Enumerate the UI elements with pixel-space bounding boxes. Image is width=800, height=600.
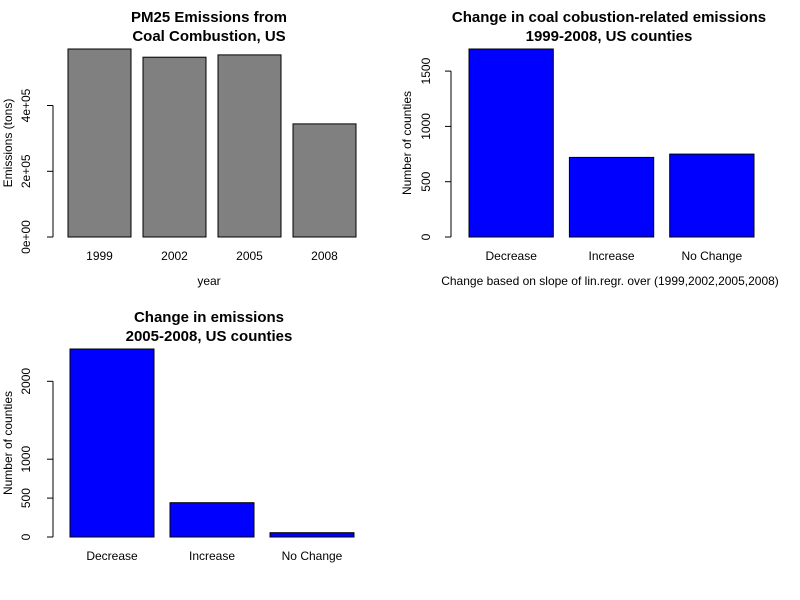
y-tick-label: 0 [19, 533, 33, 540]
y-tick-label: 2000 [19, 368, 33, 395]
y-tick-label: 0 [419, 233, 433, 240]
y-axis-label: Emissions (tons) [1, 99, 15, 188]
chart-title-line-2: 2005-2008, US counties [126, 328, 293, 345]
bar-2002 [142, 56, 207, 238]
bar-increase [169, 502, 255, 538]
x-tick-label: 2002 [161, 249, 188, 263]
x-tick-label: Decrease [86, 549, 138, 563]
x-tick-label: Decrease [486, 249, 538, 263]
chart-title-line-1: Change in emissions [134, 309, 284, 326]
county-change-1999-2008-chart: Change in coal cobustion-related emissio… [400, 9, 779, 288]
x-tick-label: Increase [189, 549, 235, 563]
x-tick-label: No Change [282, 549, 343, 563]
x-tick-label: 1999 [86, 249, 113, 263]
y-tick-label: 2e+05 [19, 154, 33, 188]
y-axis: 0 500 1000 2000 [19, 368, 54, 540]
y-axis-label: Number of counties [1, 391, 15, 495]
bars [69, 348, 355, 538]
y-tick-label: 0e+00 [19, 220, 33, 254]
x-tick-labels: 1999 2002 2005 2008 [86, 249, 338, 263]
bar-1999 [67, 48, 132, 238]
chart-title-line-1: Change in coal cobustion-related emissio… [452, 9, 766, 26]
emissions-by-year-chart: PM25 Emissions from Coal Combustion, US … [1, 9, 357, 288]
x-tick-labels: Decrease Increase No Change [86, 549, 342, 563]
x-tick-labels: Decrease Increase No Change [486, 249, 743, 263]
y-axis: 0e+00 2e+05 4e+05 [19, 88, 54, 254]
bar-increase [568, 156, 655, 238]
bar-2008 [292, 123, 357, 238]
bar-2005 [217, 54, 282, 238]
x-axis-label: Change based on slope of lin.regr. over … [441, 274, 779, 288]
chart-title-line-1: PM25 Emissions from [131, 9, 287, 26]
bars [468, 48, 755, 238]
y-tick-label: 1500 [419, 57, 433, 84]
x-axis-label: year [197, 274, 220, 288]
county-change-2005-2008-chart: Change in emissions 2005-2008, US counti… [1, 309, 355, 563]
chart-title-line-2: 1999-2008, US counties [526, 28, 693, 45]
y-tick-label: 4e+05 [19, 88, 33, 122]
y-tick-label: 500 [19, 488, 33, 508]
bars [67, 48, 357, 238]
x-tick-label: No Change [681, 249, 742, 263]
bar-decrease [69, 348, 155, 538]
chart-title-line-2: Coal Combustion, US [132, 28, 285, 45]
y-tick-label: 500 [419, 171, 433, 191]
bar-no-change [269, 532, 355, 538]
y-axis: 0 500 1000 1500 [419, 57, 452, 240]
x-tick-label: 2005 [236, 249, 263, 263]
y-axis-label: Number of counties [400, 91, 414, 195]
x-tick-label: Increase [588, 249, 634, 263]
y-tick-label: 1000 [19, 446, 33, 473]
bar-no-change [669, 153, 755, 238]
y-tick-label: 1000 [419, 113, 433, 140]
x-tick-label: 2008 [311, 249, 338, 263]
bar-decrease [468, 48, 554, 238]
